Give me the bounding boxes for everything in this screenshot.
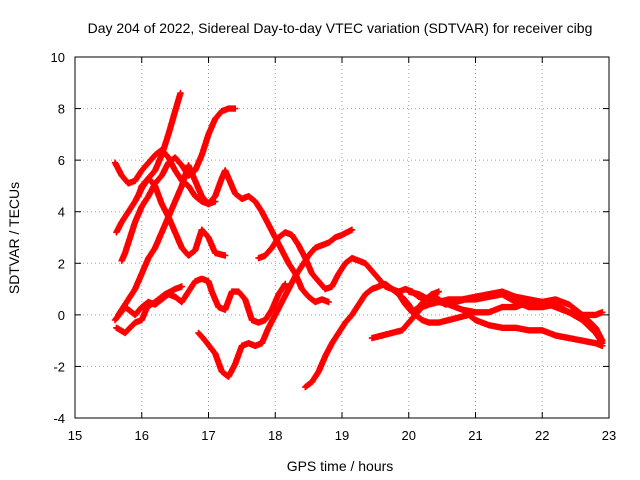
series-sat-2 [111,146,332,306]
x-tick-label: 16 [135,428,149,443]
series-sat-13 [405,288,606,319]
y-tick-label: 2 [58,256,65,271]
ticks [74,56,610,419]
y-tick-label: 10 [51,50,65,65]
x-tick-label: 19 [335,428,349,443]
x-tick-label: 20 [402,428,416,443]
series-sat-6 [135,175,229,259]
series-sat-12 [398,293,606,349]
x-tick-label: 15 [68,428,82,443]
series-sat-7 [111,275,289,326]
y-tick-label: 8 [58,102,65,117]
x-tick-label: 17 [201,428,215,443]
chart-title: Day 204 of 2022, Sidereal Day-to-day VTE… [88,20,593,36]
x-tick-label: 18 [268,428,282,443]
series-sat-4 [118,105,239,264]
x-tick-label: 23 [602,428,616,443]
y-tick-label: -2 [53,359,65,374]
y-tick-label: 0 [58,308,65,323]
tick-labels: 15 16 17 18 19 20 21 22 23 -4 -2 0 2 4 6 8 10 [51,50,617,443]
x-axis-label: GPS time / hours [287,458,394,474]
x-tick-label: 22 [535,428,549,443]
y-tick-label: 6 [58,153,65,168]
series-group [111,89,606,391]
y-axis-label: SDTVAR / TECUs [6,182,22,294]
y-tick-label: 4 [58,205,65,220]
grid [75,57,609,418]
y-tick-label: -4 [53,411,65,426]
x-tick-label: 21 [468,428,482,443]
